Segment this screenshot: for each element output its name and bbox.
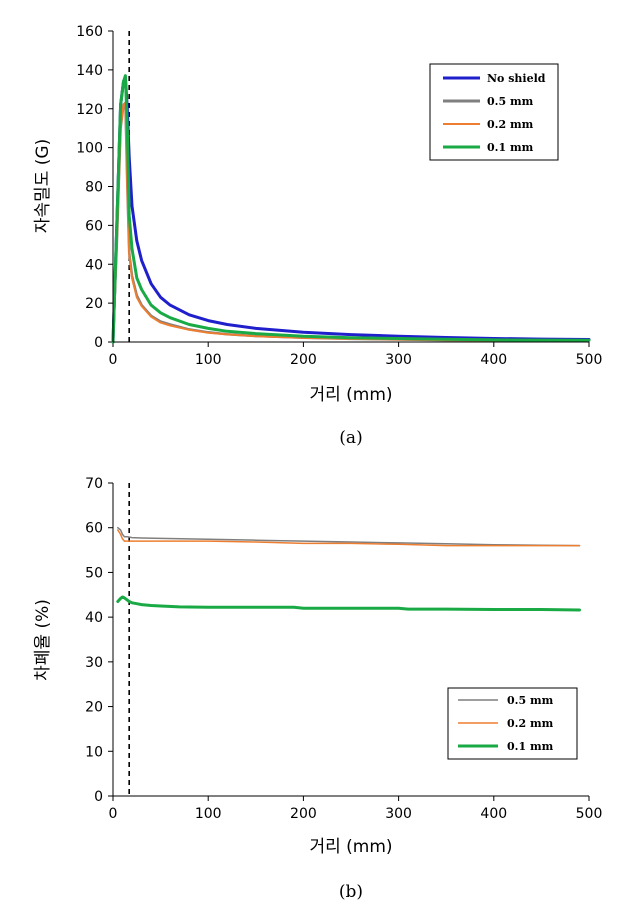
y-tick-label: 50: [85, 565, 103, 581]
y-tick-label: 40: [85, 610, 103, 626]
chart-a-legend-label: 0.1 mm: [487, 141, 534, 154]
chart-a-series-lines: [111, 74, 591, 344]
y-tick-label: 160: [76, 24, 103, 40]
chart-a-caption: (a): [339, 428, 362, 448]
chart-a-legend-entry-0-2mm: 0.2 mm: [443, 118, 534, 131]
chart-b-legend-label: 0.1 mm: [507, 740, 554, 753]
y-tick-label: 60: [85, 218, 103, 234]
chart-b-legend-entry-0-2mm: 0.2 mm: [458, 717, 554, 730]
x-tick-label: 200: [290, 806, 317, 822]
x-tick-label: 500: [576, 352, 603, 368]
chart-b-legend-label: 0.5 mm: [507, 694, 554, 707]
y-tick-label: 30: [85, 655, 103, 671]
x-tick-label: 300: [385, 806, 412, 822]
x-tick-label: 100: [195, 806, 222, 822]
y-tick-label: 120: [76, 102, 103, 118]
chart-a-legend-label: 0.2 mm: [487, 118, 534, 131]
y-tick-label: 0: [94, 789, 103, 805]
y-tick-label: 60: [85, 521, 103, 537]
chart-b-legend-label: 0.2 mm: [507, 717, 554, 730]
chart-b-legend: 0.5 mm 0.2 mm 0.1 mm: [447, 687, 578, 760]
series-line-0-5-mm: [117, 526, 581, 547]
y-tick-label: 20: [85, 296, 103, 312]
chart-a-legend-label: No shield: [487, 72, 546, 85]
chart-a-legend-entry-0-5mm: 0.5 mm: [443, 95, 534, 108]
chart-b-series-lines: [116, 526, 581, 612]
x-tick-label: 0: [109, 806, 118, 822]
series-line-0-2-mm: [117, 529, 581, 547]
series-line-0-1-mm: [116, 595, 581, 612]
chart-a-ticks: 0 100 200 300 400 500 0 20 40 60 80 100 120 140 160: [76, 24, 602, 368]
chart-b-legend-entry-0-5mm: 0.5 mm: [458, 694, 554, 707]
chart-a-legend-entry-0-1mm: 0.1 mm: [443, 141, 534, 154]
x-tick-label: 400: [480, 806, 507, 822]
y-tick-label: 20: [85, 700, 103, 716]
x-tick-label: 0: [109, 352, 118, 368]
x-tick-label: 300: [385, 352, 412, 368]
y-tick-label: 0: [94, 335, 103, 351]
chart-b-y-axis-title: 차폐율 (%): [33, 599, 53, 681]
y-tick-label: 100: [76, 141, 103, 157]
x-tick-label: 400: [480, 352, 507, 368]
chart-a: 0 100 200 300 400 500 0 20 40 60 80 100 120 140 160 거리…: [33, 24, 602, 448]
chart-a-legend-label: 0.5 mm: [487, 95, 534, 108]
y-tick-label: 70: [85, 476, 103, 492]
chart-a-y-axis-title: 자속밀도 (G): [33, 139, 53, 233]
chart-b-caption: (b): [339, 882, 363, 902]
x-tick-label: 200: [290, 352, 317, 368]
y-tick-label: 140: [76, 63, 103, 79]
y-tick-label: 80: [85, 180, 103, 196]
chart-b-legend-entry-0-1mm: 0.1 mm: [458, 740, 554, 753]
series-line-0-1-mm: [111, 74, 591, 344]
y-tick-label: 40: [85, 257, 103, 273]
x-tick-label: 100: [195, 352, 222, 368]
chart-b-ticks: 0 100 200 300 400 500 0 10 20 30 40 50 60 70: [85, 476, 602, 822]
chart-a-legend-entry-no-shield: No shield: [443, 72, 546, 85]
chart-b-x-axis-title: 거리 (mm): [309, 837, 392, 857]
y-tick-label: 10: [85, 744, 103, 760]
chart-a-legend-box: [429, 63, 559, 161]
chart-a-legend: No shield 0.5 mm 0.2 mm 0.1 mm: [429, 63, 559, 161]
chart-a-x-axis-title: 거리 (mm): [309, 385, 392, 405]
x-tick-label: 500: [576, 806, 603, 822]
